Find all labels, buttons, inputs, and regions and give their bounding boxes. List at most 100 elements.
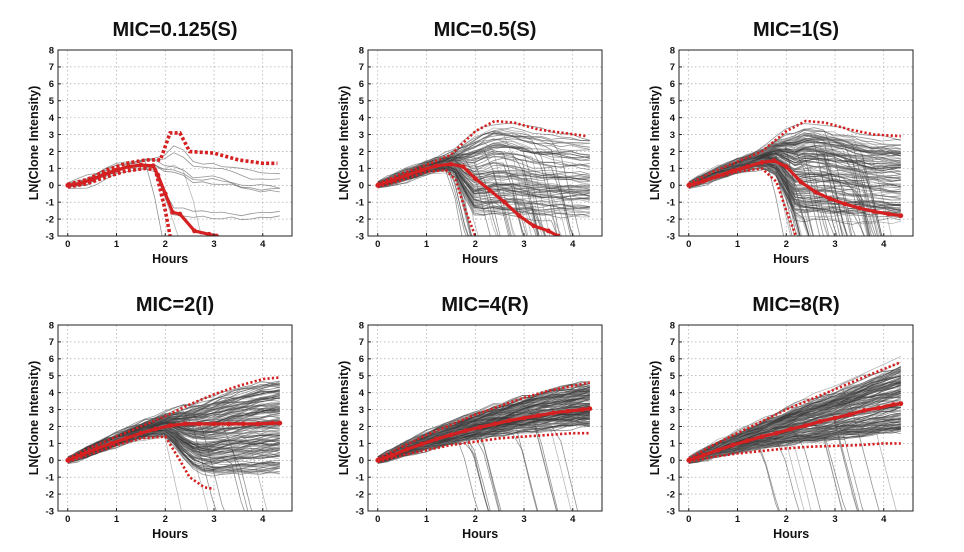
mean-point: [827, 196, 833, 202]
mean-point: [771, 158, 777, 164]
clone-trajectory: [688, 414, 901, 463]
clone-trajectory: [67, 168, 280, 217]
plot-area: [367, 324, 603, 512]
y-tick-label: 5: [359, 371, 365, 382]
y-tick-label: -1: [46, 472, 55, 483]
lower-envelope-line: [67, 435, 215, 491]
mean-point: [389, 452, 395, 458]
mean-point: [876, 405, 882, 411]
mean-point: [126, 164, 132, 170]
mean-point: [463, 428, 468, 434]
x-tick-label: 4: [260, 514, 266, 525]
x-axis: 0 1 2 3 4: [686, 233, 887, 250]
y-tick-label: 5: [49, 371, 55, 382]
mean-point: [555, 233, 561, 236]
x-tick-label: 2: [163, 514, 168, 525]
mean-point: [759, 434, 765, 439]
mean-point: [138, 430, 144, 436]
mean-point: [565, 408, 571, 414]
mean-point: [167, 423, 173, 429]
y-tick-label: 7: [359, 62, 364, 73]
y-tick-label: 6: [49, 79, 54, 90]
clone-trajectory: [67, 145, 280, 184]
mean-point: [192, 228, 197, 234]
y-tick-label: 5: [49, 96, 55, 107]
y-tick-label: 2: [359, 422, 364, 433]
clone-trajectory: [67, 391, 280, 461]
y-tick-label: -2: [46, 489, 54, 500]
mean-point: [700, 178, 706, 184]
mean-point: [182, 421, 188, 427]
mean-point: [492, 421, 498, 427]
y-tick-label: 1: [670, 164, 676, 175]
mean-point: [783, 164, 789, 170]
mean-point: [433, 163, 439, 169]
clone-trajectory: [67, 408, 280, 459]
mean-point: [138, 162, 144, 168]
clone-trajectory: [377, 165, 590, 209]
y-tick-label: 6: [359, 79, 364, 90]
clone-trajectory: [688, 146, 901, 186]
mean-point: [196, 421, 202, 427]
mean-point: [214, 233, 219, 236]
chart-title: MIC=0.125(S): [112, 19, 237, 41]
chart-panel-2: MIC=0.5(S) -3 -2 -1 0 1 2 3 4 5 6 7 8 0 1 2 3 4 Hours LN(Cl…: [337, 19, 603, 266]
clone-trajectory: [67, 164, 202, 236]
y-tick-label: 7: [49, 62, 54, 73]
envelope-lines: [688, 360, 902, 464]
y-tick-label: 1: [359, 164, 365, 175]
clone-trajectory: [377, 417, 590, 462]
clone-trajectory: [377, 396, 590, 458]
mean-point: [114, 167, 119, 173]
mean-point: [472, 176, 478, 181]
y-tick-label: 4: [670, 113, 676, 124]
x-axis: 0 1 2 3 4: [686, 508, 887, 525]
y-tick-label: 3: [359, 405, 364, 416]
envelope-lines: [377, 119, 588, 236]
mean-point: [856, 205, 862, 211]
chart-title: MIC=0.5(S): [434, 19, 537, 41]
chart-panel-1: MIC=0.125(S) -3 -2 -1 0 1 2 3 4 5 6 7 8 0 1 2 3 4 Hours LN(…: [27, 19, 293, 266]
y-tick-label: -3: [46, 231, 54, 242]
y-tick-label: 6: [670, 79, 675, 90]
mean-point: [898, 213, 904, 219]
upper-envelope-line: [688, 360, 902, 460]
y-tick-label: 6: [359, 354, 364, 365]
y-tick-label: 8: [670, 320, 675, 331]
mean-point: [686, 182, 692, 188]
mean-point: [206, 231, 212, 236]
y-axis-label: LN(Clone Intensity): [27, 86, 41, 201]
y-tick-label: 8: [49, 320, 54, 331]
x-tick-label: 2: [784, 239, 789, 250]
mean-point: [94, 446, 100, 451]
mean-point: [123, 435, 129, 441]
mean-point: [277, 420, 283, 426]
x-axis-label: Hours: [462, 252, 498, 266]
plot-area: [57, 324, 293, 512]
y-tick-label: 4: [670, 388, 676, 399]
upper-envelope-line: [688, 119, 901, 185]
mean-series: [65, 162, 219, 236]
lower-envelope-line: [688, 442, 901, 464]
mean-series: [375, 161, 561, 236]
mean-point: [774, 430, 779, 436]
y-tick-label: 5: [670, 371, 676, 382]
mean-point: [545, 228, 551, 234]
x-tick-label: 0: [686, 514, 691, 525]
x-tick-label: 1: [114, 239, 120, 250]
y-tick-label: -3: [667, 231, 675, 242]
y-tick-label: -1: [356, 197, 365, 208]
plot-area: [367, 49, 603, 237]
clone-trajectory: [688, 382, 901, 460]
mean-series: [686, 158, 904, 219]
envelope-lines: [688, 119, 901, 236]
mean-point: [871, 209, 877, 214]
y-tick-label: -2: [46, 214, 54, 225]
y-tick-label: 2: [49, 422, 54, 433]
chart-panel-5: MIC=4(R) -3 -2 -1 0 1 2 3 4 5 6 7 8 0 1 2 3 4 Hours LN(Clon…: [337, 294, 603, 541]
x-tick-label: 1: [424, 514, 430, 525]
mean-point: [550, 410, 556, 416]
clone-trajectory: [688, 164, 901, 225]
x-tick-label: 3: [521, 514, 526, 525]
clone-trajectories: [67, 380, 280, 511]
